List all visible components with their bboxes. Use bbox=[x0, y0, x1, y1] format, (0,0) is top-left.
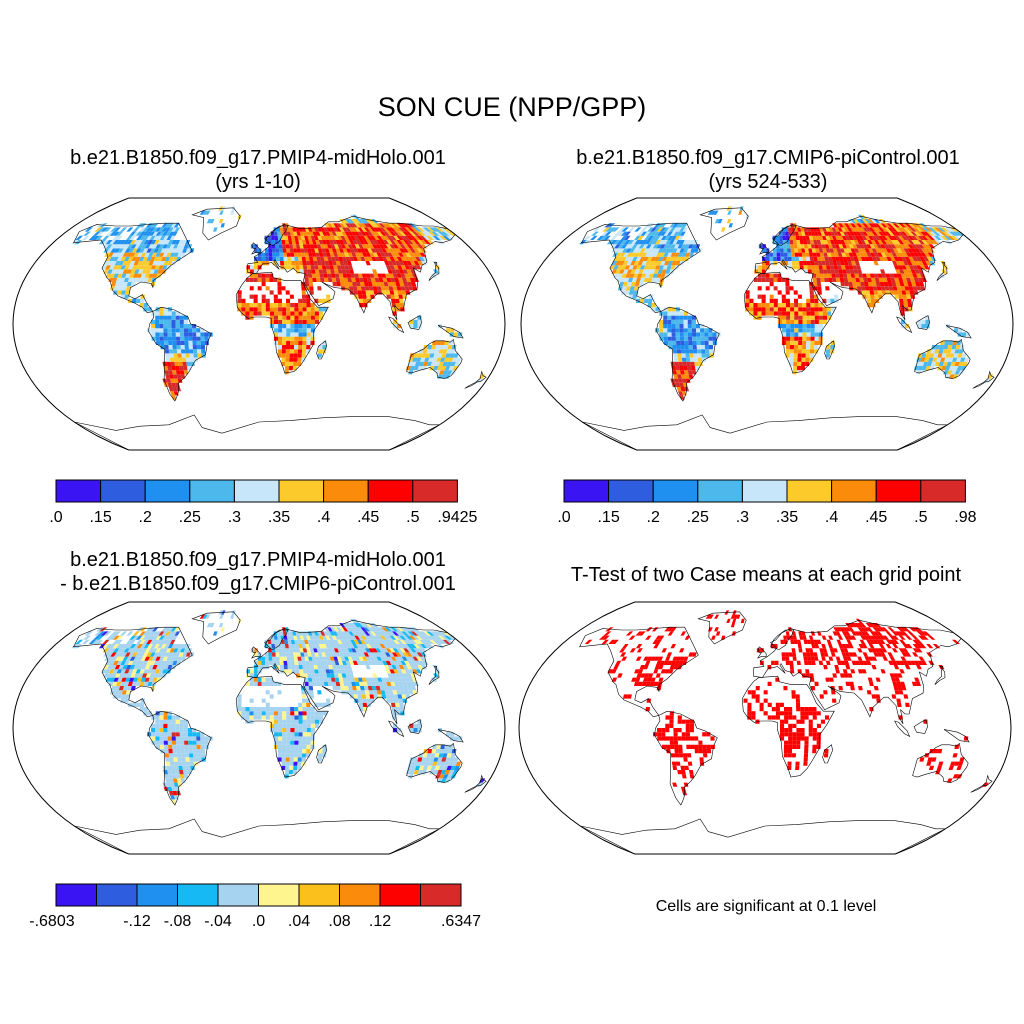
colorbar-box bbox=[920, 479, 966, 503]
colorbar-tick-label: .2 bbox=[139, 509, 152, 526]
significance-note: Cells are significant at 0.1 level bbox=[655, 898, 877, 915]
colorbar-box bbox=[136, 883, 178, 907]
colorbar-box bbox=[144, 479, 191, 503]
colorbar-box bbox=[367, 479, 414, 503]
map-panel-midholo bbox=[12, 197, 506, 451]
colorbar-box bbox=[339, 883, 381, 907]
colorbar-difference: -.6803 -.12 -.08 -.04 .0 .04 .08 .12 .6347 bbox=[29, 883, 481, 930]
map-panel-picontrol bbox=[520, 197, 1014, 451]
colorbar-box bbox=[217, 883, 259, 907]
colorbar-tick-label: .98 bbox=[954, 509, 976, 526]
colorbar-tick-label: .45 bbox=[865, 509, 887, 526]
colorbar-box bbox=[741, 479, 788, 503]
main-title: SON CUE (NPP/GPP) bbox=[377, 92, 647, 122]
colorbar-box bbox=[298, 883, 340, 907]
colorbar-box bbox=[278, 479, 325, 503]
colorbar-box bbox=[786, 479, 833, 503]
colorbar-tick-label: .35 bbox=[268, 509, 290, 526]
colorbar-box bbox=[412, 479, 458, 503]
colorbar-tick-label: .45 bbox=[357, 509, 379, 526]
colorbar-tick-label: -.08 bbox=[164, 913, 192, 930]
colorbar-box bbox=[875, 479, 922, 503]
colorbar-tick-label: .25 bbox=[687, 509, 709, 526]
colorbar-box bbox=[323, 479, 369, 503]
colorbar-tick-label: .25 bbox=[179, 509, 201, 526]
colorbar-tick-label: .9425 bbox=[437, 509, 477, 526]
colorbar-box bbox=[563, 479, 610, 503]
panel-title-ttest: T-Test of two Case means at each grid po… bbox=[570, 564, 962, 586]
colorbar-tick-label: .0 bbox=[252, 913, 265, 930]
colorbar-box bbox=[608, 479, 654, 503]
colorbar-tick-label: .35 bbox=[776, 509, 798, 526]
colorbar-box bbox=[96, 883, 138, 907]
colorbar-tick-label: .3 bbox=[228, 509, 241, 526]
colorbar-tick-label: .4 bbox=[825, 509, 838, 526]
colorbar-box bbox=[55, 479, 102, 503]
colorbar-tick-label: .3 bbox=[736, 509, 749, 526]
colorbar-tick-label: -.12 bbox=[123, 913, 151, 930]
colorbar-box bbox=[100, 479, 146, 503]
colorbar-box bbox=[831, 479, 877, 503]
colorbar-box bbox=[177, 883, 219, 907]
colorbar-box bbox=[379, 883, 421, 907]
colorbar-tick-label: .0 bbox=[49, 509, 62, 526]
map-panel-ttest bbox=[518, 601, 1012, 855]
colorbar-box bbox=[189, 479, 235, 503]
panel-title-midholo: b.e21.B1850.f09_g17.PMIP4-midHolo.001 (y… bbox=[70, 147, 446, 193]
colorbar-tick-label: .08 bbox=[328, 913, 350, 930]
colorbar-tick-label: .5 bbox=[406, 509, 419, 526]
colorbar-box bbox=[697, 479, 743, 503]
colorbar-box bbox=[233, 479, 280, 503]
colorbar-tick-label: -.6803 bbox=[29, 913, 74, 930]
panel-title-picontrol: b.e21.B1850.f09_g17.CMIP6-piControl.001 … bbox=[576, 147, 960, 193]
colorbar-box bbox=[420, 883, 462, 907]
colorbar-tick-label: .0 bbox=[557, 509, 570, 526]
colorbar-tick-label: .6347 bbox=[441, 913, 481, 930]
map-panel-difference bbox=[12, 601, 506, 855]
colorbar-tick-label: .12 bbox=[369, 913, 391, 930]
colorbar-tick-label: .2 bbox=[647, 509, 660, 526]
colorbar-box bbox=[258, 883, 300, 907]
colorbar-midholo: .0 .15 .2 .25 .3 .35 .4 .45 .5 .9425 bbox=[49, 479, 478, 526]
colorbar-tick-label: .15 bbox=[89, 509, 111, 526]
colorbar-box bbox=[652, 479, 699, 503]
panel-title-difference: b.e21.B1850.f09_g17.PMIP4-midHolo.001 - … bbox=[60, 549, 456, 595]
colorbar-tick-label: .04 bbox=[288, 913, 310, 930]
colorbar-picontrol: .0 .15 .2 .25 .3 .35 .4 .45 .5 .98 bbox=[557, 479, 977, 526]
colorbar-tick-label: .5 bbox=[914, 509, 927, 526]
colorbar-tick-label: .15 bbox=[597, 509, 619, 526]
colorbar-tick-label: .4 bbox=[317, 509, 330, 526]
colorbar-box bbox=[55, 883, 97, 907]
colorbar-tick-label: -.04 bbox=[204, 913, 232, 930]
